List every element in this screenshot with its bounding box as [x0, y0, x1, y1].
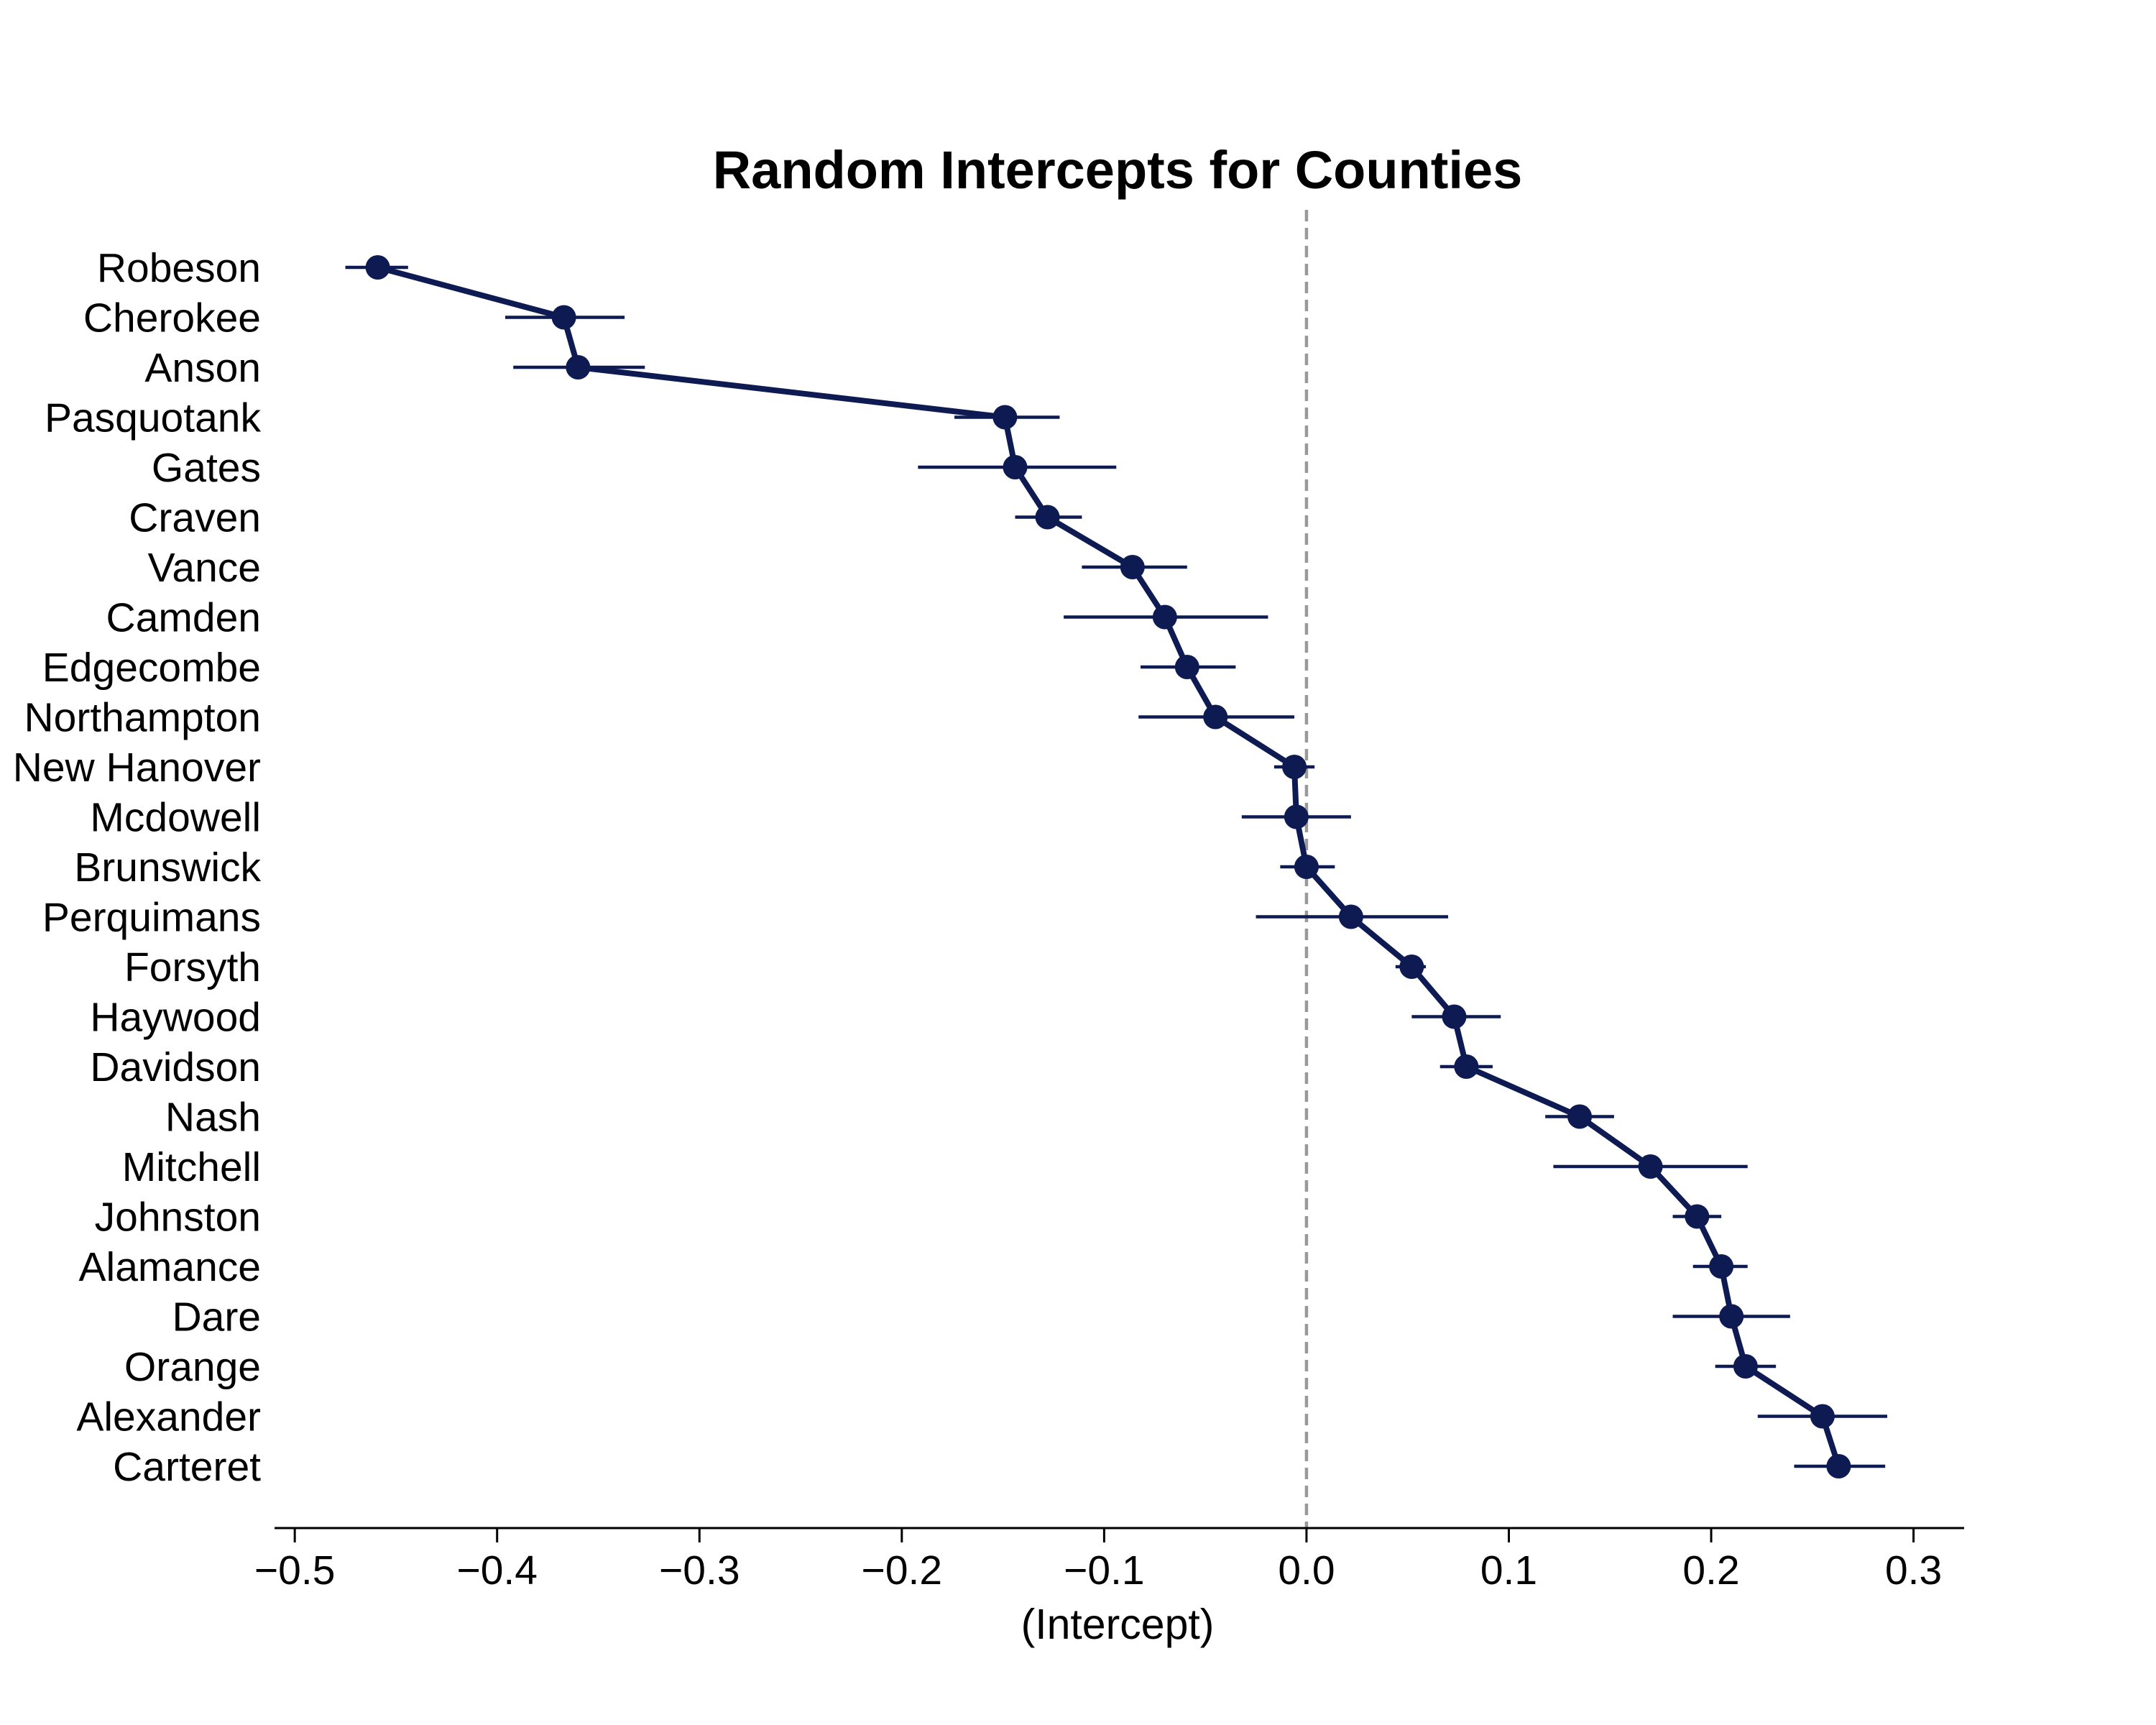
x-tick-label: −0.1	[1064, 1547, 1145, 1593]
x-tick-label: −0.3	[659, 1547, 740, 1593]
category-label: New Hanover	[13, 745, 261, 791]
category-label: Robeson	[97, 245, 261, 291]
x-tick-label: −0.5	[254, 1547, 336, 1593]
data-point	[551, 305, 576, 330]
data-point	[1826, 1454, 1851, 1478]
category-label: Craven	[129, 495, 261, 541]
category-label: Forsyth	[124, 944, 261, 990]
series-line	[374, 264, 1842, 1469]
category-label: Orange	[124, 1344, 261, 1390]
category-label: Dare	[172, 1294, 261, 1340]
data-point	[1035, 505, 1060, 530]
data-point	[1399, 954, 1424, 979]
category-label: Alamance	[79, 1244, 261, 1290]
data-point	[1719, 1304, 1744, 1329]
data-point	[1203, 704, 1228, 730]
chart-title: Random Intercepts for Counties	[713, 140, 1523, 200]
data-point	[1174, 655, 1199, 679]
category-label: Carteret	[113, 1444, 261, 1490]
data-point	[1733, 1354, 1758, 1379]
category-label: Nash	[165, 1095, 261, 1141]
category-label: Perquimans	[42, 895, 261, 941]
category-label: Camden	[106, 595, 261, 641]
category-label: Johnston	[95, 1195, 261, 1241]
category-label: Davidson	[90, 1044, 261, 1090]
data-point	[1638, 1154, 1663, 1179]
data-point	[1152, 604, 1177, 630]
category-label: Mcdowell	[90, 795, 261, 841]
x-tick-label: 0.2	[1682, 1547, 1739, 1593]
data-point	[365, 255, 390, 280]
category-label: Northampton	[24, 695, 261, 741]
data-point	[1810, 1404, 1835, 1429]
x-axis-label: (Intercept)	[1021, 1601, 1215, 1648]
category-label: Pasquotank	[45, 395, 262, 441]
x-tick-label: 0.0	[1278, 1547, 1335, 1593]
category-label: Edgecombe	[42, 645, 261, 691]
category-label: Brunswick	[74, 845, 261, 891]
category-label: Vance	[148, 545, 261, 591]
data-point	[1685, 1204, 1710, 1229]
data-point	[1282, 755, 1307, 779]
data-point	[566, 355, 591, 380]
category-label: Gates	[152, 445, 261, 491]
data-point	[1120, 555, 1145, 579]
data-point	[1338, 904, 1363, 929]
data-point	[1454, 1054, 1479, 1079]
category-label: Anson	[144, 345, 261, 391]
x-tick-label: 0.1	[1480, 1547, 1537, 1593]
x-tick-label: 0.3	[1885, 1547, 1942, 1593]
category-label: Mitchell	[122, 1144, 261, 1190]
data-point	[992, 405, 1018, 430]
data-point	[1442, 1004, 1467, 1029]
data-point	[1294, 855, 1319, 879]
category-label: Haywood	[90, 995, 261, 1041]
data-point	[1709, 1254, 1734, 1279]
data-point	[1284, 804, 1309, 829]
x-tick-label: −0.2	[862, 1547, 943, 1593]
category-label: Alexander	[76, 1394, 261, 1440]
x-tick-label: −0.4	[456, 1547, 538, 1593]
data-point	[1567, 1104, 1593, 1129]
data-point	[1003, 455, 1028, 479]
category-label: Cherokee	[83, 295, 261, 341]
